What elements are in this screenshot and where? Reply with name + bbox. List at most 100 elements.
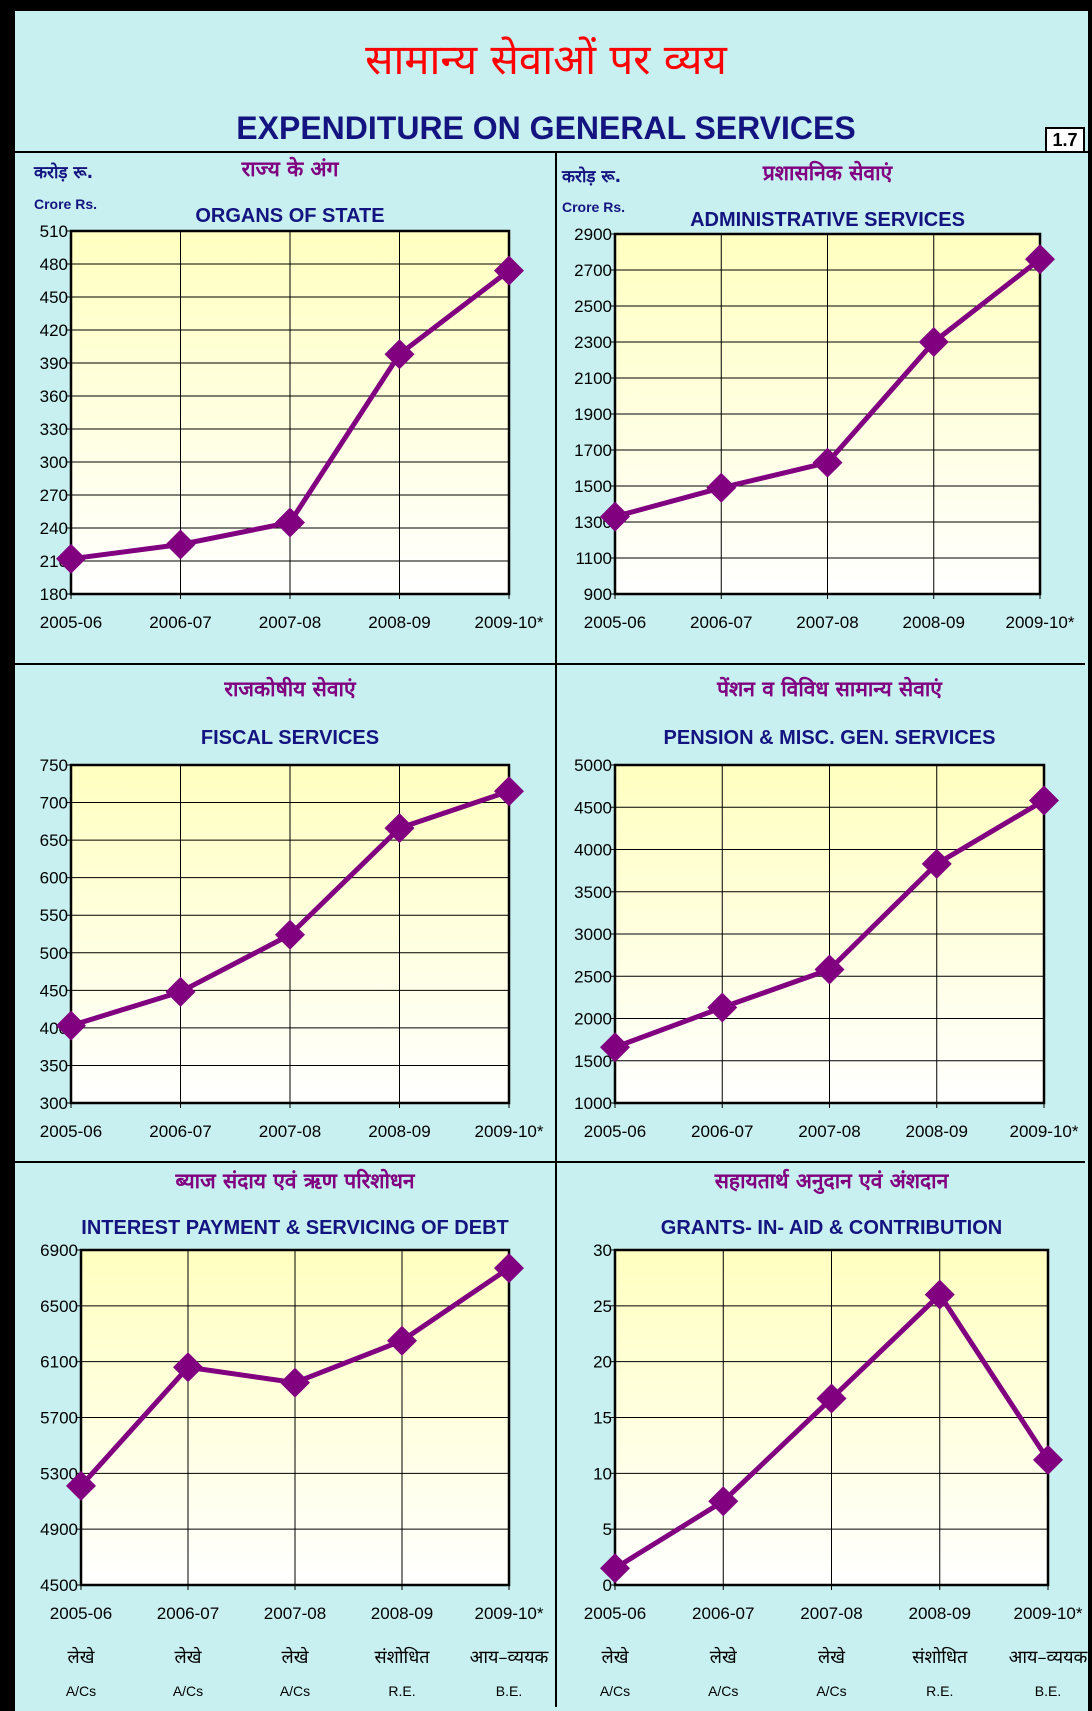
y-tick-label: 240 — [40, 519, 68, 538]
y-tick-label: 330 — [40, 420, 68, 439]
y-tick-label: 3000 — [574, 925, 612, 944]
y-tick-label: 15 — [593, 1409, 612, 1428]
y-tick-label: 4500 — [574, 798, 612, 817]
data-point — [600, 1032, 630, 1063]
chart-5: ब्याज संदाय एवं ऋण परिशोधन INTEREST PAYME… — [40, 1168, 544, 1623]
y-tick-label: 500 — [40, 944, 68, 963]
y-tick-label: 1500 — [574, 477, 612, 496]
x-tick-label: 2009-10* — [1013, 1604, 1082, 1623]
x-footer-hindi: आय–व्ययक — [1009, 1647, 1089, 1668]
y-unit-label: Crore Rs. — [34, 196, 97, 212]
x-footer-label: B.E. — [1035, 1683, 1061, 1699]
data-point — [1029, 785, 1059, 816]
y-tick-label: 10 — [593, 1464, 612, 1483]
chart-title-hindi: राजकोषीय सेवाएं — [223, 676, 357, 701]
plot-border — [79, 1248, 511, 1587]
data-point — [1025, 244, 1055, 275]
y-tick-label: 2300 — [574, 333, 612, 352]
x-tick-label: 2007-08 — [798, 1122, 860, 1141]
x-tick-label: 2008-09 — [371, 1604, 433, 1623]
x-footer-label: R.E. — [926, 1683, 953, 1699]
x-tick-label: 2007-08 — [264, 1604, 326, 1623]
y-tick-label: 1900 — [574, 405, 612, 424]
y-unit-hindi: करोड़ रू. — [561, 166, 621, 187]
plot-border — [69, 763, 511, 1105]
x-footer-label: A/Cs — [816, 1683, 846, 1699]
y-tick-label: 300 — [40, 1094, 68, 1113]
x-footer-hindi: लेखे — [818, 1646, 845, 1668]
data-point — [924, 1279, 955, 1310]
chart-title: PENSION & MISC. GEN. SERVICES — [664, 727, 996, 749]
chart-6: सहायतार्थ अनुदान एवं अंशदान GRANTS- IN- A… — [584, 1168, 1083, 1623]
chart-4: पेंशन व विविध सामान्य सेवाएं PENSION & MI… — [574, 676, 1079, 1141]
y-tick-label: 2000 — [574, 1010, 612, 1029]
chart-title: ADMINISTRATIVE SERVICES — [690, 209, 965, 231]
y-tick-label: 1500 — [574, 1052, 612, 1071]
y-tick-label: 5 — [603, 1520, 612, 1539]
y-tick-label: 2500 — [574, 967, 612, 986]
chart-title-hindi: सहायतार्थ अनुदान एवं अंशदान — [714, 1168, 950, 1195]
x-tick-label: 2007-08 — [796, 613, 858, 632]
chart-2: प्रशासनिक सेवाएं ADMINISTRATIVE SERVICES क… — [561, 160, 1075, 632]
x-tick-label: 2008-09 — [909, 1604, 971, 1623]
y-tick-label: 4500 — [40, 1576, 78, 1595]
chart-title-hindi: राज्य के अंग — [241, 156, 340, 181]
y-tick-label: 360 — [40, 387, 68, 406]
y-tick-label: 0 — [603, 1576, 612, 1595]
y-tick-label: 2900 — [574, 225, 612, 244]
x-tick-label: 2006-07 — [692, 1604, 754, 1623]
y-tick-label: 5000 — [574, 756, 612, 775]
x-tick-label: 2005-06 — [584, 1604, 646, 1623]
x-tick-label: 2006-07 — [157, 1604, 219, 1623]
data-point — [56, 1010, 86, 1041]
x-footer-hindi: लेखे — [710, 1646, 737, 1668]
chart-title-hindi: प्रशासनिक सेवाएं — [762, 160, 894, 185]
x-tick-label: 2009-10* — [1005, 613, 1074, 632]
y-tick-label: 6100 — [40, 1353, 78, 1372]
y-tick-label: 450 — [40, 288, 68, 307]
y-tick-label: 3500 — [574, 883, 612, 902]
x-tick-label: 2009-10* — [1009, 1122, 1078, 1141]
chart-title-hindi: ब्याज संदाय एवं ऋण परिशोधन — [174, 1168, 415, 1193]
x-footer-label: A/Cs — [66, 1683, 96, 1699]
x-tick-label: 2005-06 — [50, 1604, 112, 1623]
y-tick-label: 350 — [40, 1056, 68, 1075]
x-footer-label: R.E. — [388, 1683, 415, 1699]
data-point — [921, 848, 952, 879]
chart-title: ORGANS OF STATE — [195, 205, 384, 227]
data-point — [600, 1553, 630, 1584]
data-point — [812, 447, 843, 478]
y-tick-label: 450 — [40, 981, 68, 1000]
x-footer-hindi: संशोधित — [374, 1646, 430, 1668]
x-footer-hindi: लेखे — [602, 1646, 629, 1668]
x-footer-hindi: आय–व्ययक — [470, 1647, 550, 1668]
x-tick-label: 2009-10* — [474, 1122, 543, 1141]
y-tick-label: 5700 — [40, 1409, 78, 1428]
data-point — [275, 507, 305, 538]
chart-title: GRANTS- IN- AID & CONTRIBUTION — [661, 1217, 1002, 1239]
x-tick-label: 2008-09 — [906, 1122, 968, 1141]
x-footer-label: B.E. — [496, 1683, 522, 1699]
data-point — [384, 813, 415, 844]
y-tick-label: 900 — [584, 585, 612, 604]
data-point — [280, 1367, 310, 1398]
plot-border — [613, 1248, 1050, 1587]
data-point — [707, 992, 738, 1023]
data-point — [600, 501, 630, 532]
x-tick-label: 2006-07 — [149, 1122, 211, 1141]
data-point — [494, 255, 524, 286]
data-point — [816, 1383, 847, 1414]
data-point — [1033, 1444, 1063, 1475]
y-tick-label: 600 — [40, 869, 68, 888]
data-point — [494, 1253, 524, 1284]
plot-border — [69, 229, 511, 596]
y-tick-label: 30 — [593, 1241, 612, 1260]
x-footer-hindi: लेखे — [68, 1646, 95, 1668]
x-tick-label: 2005-06 — [40, 613, 102, 632]
y-tick-label: 4900 — [40, 1520, 78, 1539]
x-tick-label: 2008-09 — [368, 1122, 430, 1141]
chart-title-hindi: पेंशन व विविध सामान्य सेवाएं — [716, 676, 943, 701]
data-point — [706, 472, 737, 503]
x-tick-label: 2007-08 — [259, 1122, 321, 1141]
